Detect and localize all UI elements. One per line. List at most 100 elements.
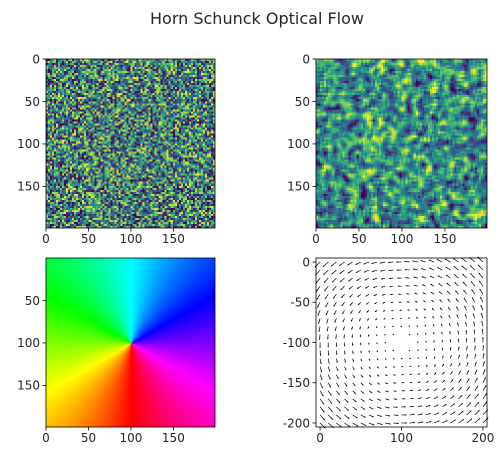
quiver-arrowhead: [459, 378, 462, 381]
quiver-arrowhead: [405, 285, 408, 287]
quiver-arrowhead: [461, 411, 464, 413]
x-tick-label: 0: [316, 431, 324, 445]
quiver-arrowhead: [471, 289, 473, 291]
quiver-arrowhead: [408, 317, 410, 319]
quiver-arrowhead: [335, 345, 338, 347]
quiver-arrowhead: [351, 328, 353, 330]
quiver-arrowhead: [467, 370, 469, 373]
quiver-arrowhead: [378, 382, 380, 385]
quiver-arrowhead: [470, 418, 472, 421]
axes-frame: [45, 58, 216, 229]
quiver-arrowhead: [463, 289, 465, 292]
quiver-arrowhead: [376, 358, 379, 361]
quiver-arrowhead: [459, 370, 461, 373]
y-tick-label: -150: [283, 376, 310, 390]
quiver-arrowhead: [372, 270, 374, 272]
y-tick-label: 100: [287, 137, 310, 151]
quiver-arrowhead: [466, 346, 468, 348]
quiver-arrowhead: [441, 331, 443, 334]
quiver-arrowhead: [414, 284, 416, 287]
quiver-arrowhead: [345, 384, 348, 387]
quiver-arrowhead: [397, 422, 399, 425]
quiver-arrowhead: [403, 398, 406, 400]
x-tick-label: 50: [351, 232, 366, 246]
quiver-arrowhead: [420, 260, 423, 262]
quiver-arrowhead: [418, 381, 421, 383]
quiver-arrowhead: [410, 373, 412, 376]
quiver-arrowhead: [329, 385, 331, 388]
quiver-arrowhead: [483, 369, 486, 371]
quiver-arrowhead: [420, 405, 423, 407]
quiver-arrowhead: [392, 357, 395, 360]
quiver-arrowhead: [417, 357, 419, 360]
quiver-arrowhead: [478, 418, 481, 420]
quiver-arrowhead: [396, 269, 399, 271]
quiver-arrowhead: [367, 326, 370, 329]
quiver-arrowhead: [480, 304, 483, 307]
quiver-arrowhead: [355, 271, 358, 273]
y-tick-label: 50: [25, 294, 40, 308]
quiver-arrowhead: [482, 353, 485, 355]
quiver-arrowhead: [406, 301, 409, 303]
quiver-arrowhead: [367, 335, 370, 337]
quiver-arrowhead: [479, 280, 481, 283]
quiver-arrowhead: [412, 260, 414, 262]
quiver-arrowhead: [433, 348, 436, 350]
quiver-arrowhead: [391, 317, 394, 320]
quiver-arrowhead: [379, 399, 381, 401]
quiver-arrowhead: [457, 322, 459, 325]
quiver-arrowhead: [443, 380, 445, 382]
quiver-arrowhead: [361, 375, 363, 378]
quiver-arrowhead: [421, 421, 424, 423]
quiver-arrowhead: [334, 321, 336, 323]
quiver-arrowhead: [319, 354, 322, 356]
quiver-arrowhead: [416, 325, 419, 327]
quiver-arrowhead: [372, 423, 375, 426]
quiver-arrowhead: [325, 313, 328, 316]
quiver-arrowhead: [396, 406, 398, 409]
quiver-arrowhead: [465, 330, 468, 332]
quiver-arrowhead: [433, 332, 435, 334]
quiver-arrowhead: [332, 280, 334, 283]
quiver-arrowhead: [326, 329, 329, 332]
quiver-arrowhead: [435, 388, 438, 391]
quiver-arrowhead: [402, 381, 405, 384]
quiver-arrowhead: [337, 385, 340, 388]
quiver-arrowhead: [460, 395, 463, 397]
quiver-arrowhead: [405, 422, 407, 424]
quiver-arrowhead: [446, 274, 448, 277]
quiver-arrowhead: [436, 404, 439, 407]
quiver-arrowhead: [411, 397, 414, 400]
quiver-arrowhead: [484, 385, 487, 388]
quiver-arrowhead: [318, 330, 321, 332]
quiver-arrowhead: [323, 426, 326, 429]
quiver-arrowhead: [415, 309, 418, 311]
quiver-arrowhead: [438, 283, 441, 285]
quiver-arrowhead: [350, 319, 353, 322]
quiver-arrowhead: [442, 355, 444, 358]
quiver-arrowhead: [350, 311, 352, 314]
quiver-arrowhead: [330, 410, 333, 412]
quiver-arrowhead: [463, 297, 466, 300]
quiver-arrowhead: [357, 295, 360, 297]
x-tick-label: 50: [81, 232, 96, 246]
quiver-arrowhead: [369, 375, 372, 377]
quiver-arrowhead: [333, 304, 336, 307]
quiver-arrowhead: [341, 304, 344, 307]
quiver-arrowhead: [361, 367, 363, 370]
quiver-arrowhead: [370, 391, 373, 393]
quiver-arrowhead: [339, 409, 341, 412]
quiver-arrowhead: [379, 407, 382, 409]
quiver-arrowhead: [371, 262, 374, 264]
quiver-arrowhead: [382, 302, 385, 304]
quiver-arrowhead: [461, 257, 463, 260]
x-tick-label: 50: [81, 431, 96, 445]
quiver-arrowhead: [416, 317, 418, 319]
quiver-arrowhead: [363, 262, 366, 265]
quiver-arrowhead: [472, 313, 475, 316]
quiver-arrowhead: [328, 369, 331, 372]
quiver-arrowhead: [433, 356, 436, 359]
quiver-arrowhead: [429, 413, 431, 415]
quiver-arrowhead: [404, 268, 407, 271]
